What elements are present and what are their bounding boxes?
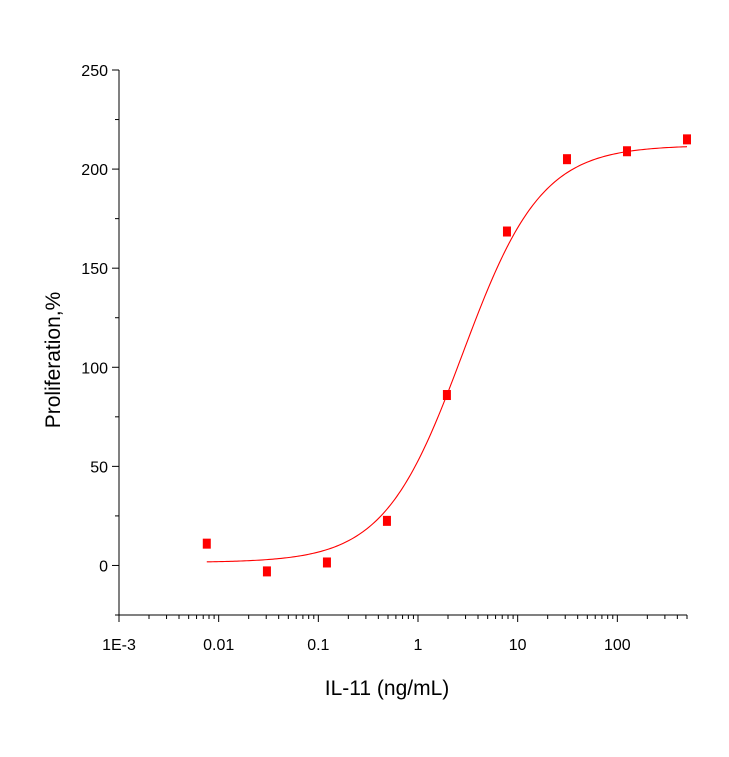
- fit-curve-layer: [206, 146, 688, 563]
- data-point: [262, 566, 271, 577]
- x-tick-label: 0.01: [203, 637, 234, 654]
- y-tick-label: 250: [81, 63, 108, 80]
- x-tick-label: 100: [604, 637, 631, 654]
- fit-curve: [206, 146, 688, 563]
- y-tick-label: 50: [90, 459, 108, 476]
- ticks: 0 50 100 150 200 250 1E-3 0.01 0.1 1 10 100: [81, 63, 688, 654]
- data-point: [322, 557, 331, 568]
- data-points: [202, 134, 691, 577]
- x-tick-label: 1: [414, 637, 423, 654]
- x-tick-label: 1E-3: [102, 637, 136, 654]
- x-tick-label: 10: [509, 637, 527, 654]
- data-point: [562, 154, 571, 165]
- data-point: [502, 226, 511, 237]
- y-tick-label: 150: [81, 261, 108, 278]
- data-point: [442, 390, 451, 401]
- y-tick-label: 200: [81, 162, 108, 179]
- axes: [118, 70, 687, 616]
- y-tick-label: 0: [99, 558, 108, 575]
- data-point: [683, 134, 691, 145]
- data-point: [382, 515, 391, 526]
- x-tick-label: 0.1: [307, 637, 329, 654]
- data-point: [202, 538, 211, 549]
- data-point: [622, 146, 631, 157]
- x-axis-title: IL-11 (ng/mL): [325, 677, 450, 700]
- y-tick-label: 100: [81, 360, 108, 377]
- y-axis-title: Proliferation,%: [42, 292, 65, 429]
